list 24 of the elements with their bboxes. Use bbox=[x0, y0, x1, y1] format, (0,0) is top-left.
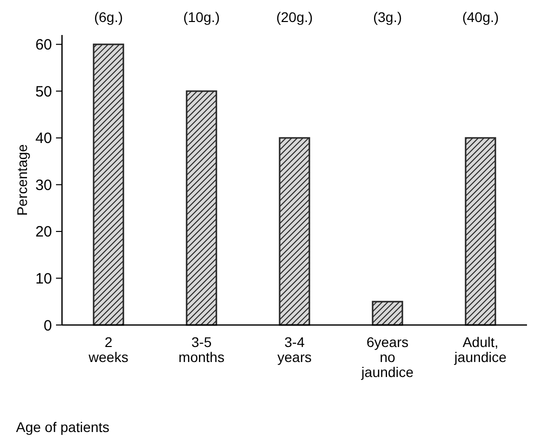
bar bbox=[464, 137, 496, 326]
y-axis-title: Percentage bbox=[14, 144, 30, 216]
x-axis-title: Age of patients bbox=[16, 419, 110, 435]
x-tick-label: 6years no jaundice bbox=[360, 334, 414, 380]
bar bbox=[186, 90, 218, 326]
bar bbox=[92, 44, 124, 326]
text: (6g.) bbox=[94, 9, 123, 25]
y-tick-label: 10 bbox=[35, 270, 52, 288]
text: (40g.) bbox=[462, 9, 499, 25]
text: (20g.) bbox=[276, 9, 313, 25]
y-tick-label: 50 bbox=[35, 83, 52, 100]
x-tick-label: 3-4 years bbox=[277, 334, 312, 365]
x-tick-label: Adult, jaundice bbox=[453, 334, 507, 365]
y-tick-label: 60 bbox=[35, 36, 52, 54]
bar bbox=[372, 300, 404, 326]
y-tick-label: 0 bbox=[44, 317, 52, 334]
y-tick-label: 20 bbox=[35, 224, 52, 241]
y-tick-label: 40 bbox=[35, 130, 52, 148]
bar bbox=[278, 137, 310, 326]
x-tick-label: 3-5 months bbox=[178, 334, 224, 365]
x-tick-label: 2 weeks bbox=[88, 334, 128, 365]
text: (3g.) bbox=[373, 9, 402, 25]
y-tick-label: 30 bbox=[35, 176, 52, 194]
text: (10g.) bbox=[183, 9, 220, 25]
